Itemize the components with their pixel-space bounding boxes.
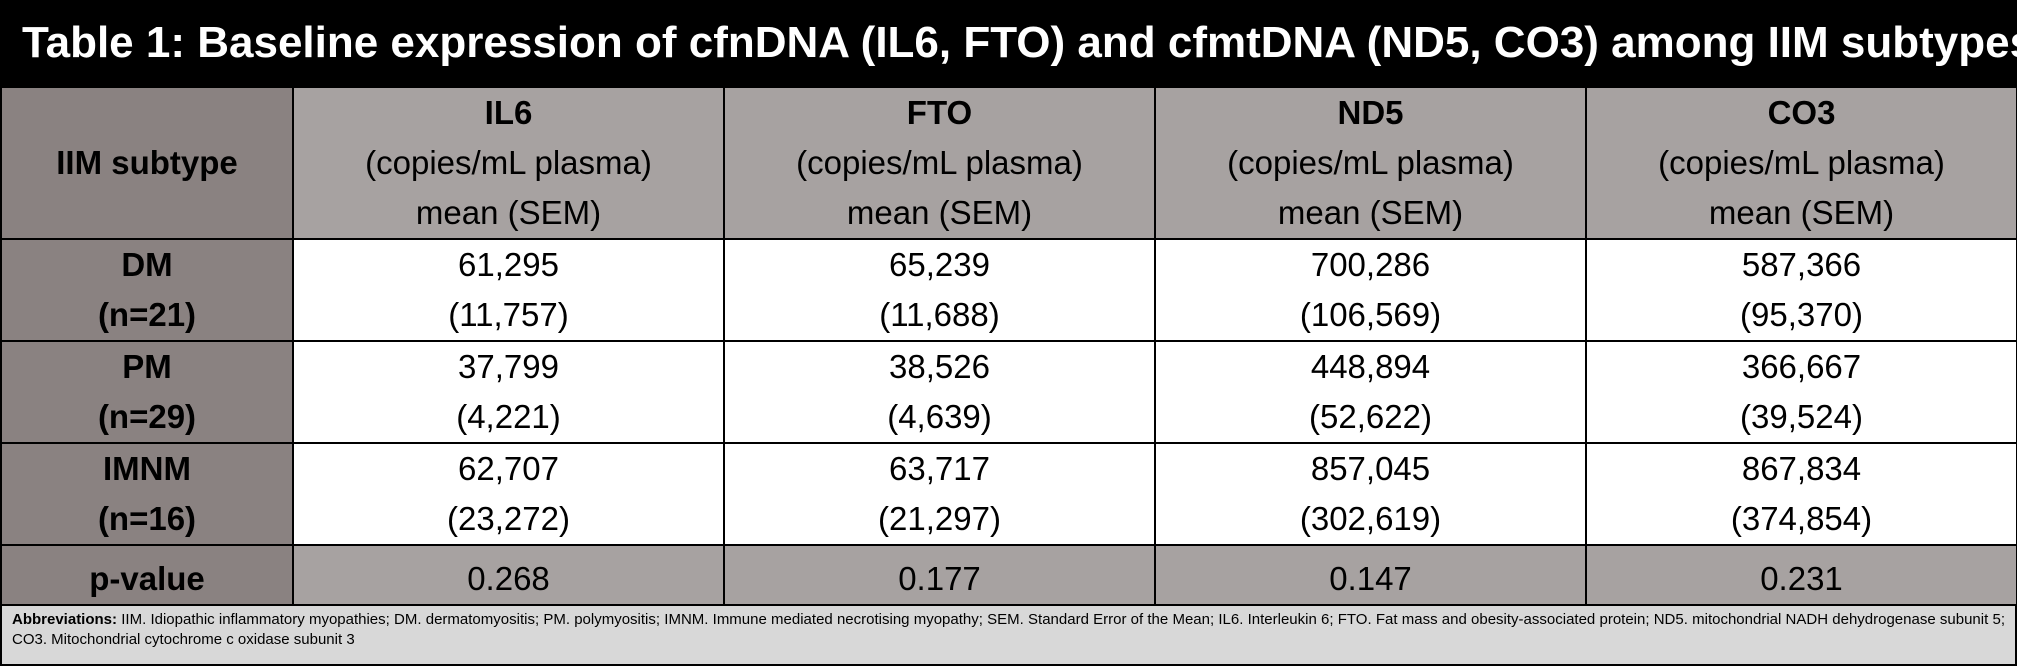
table-cell: 63,717 (21,297) xyxy=(723,442,1156,546)
table-cell: 37,799 (4,221) xyxy=(292,340,725,444)
cell-sem: (52,622) xyxy=(1309,398,1432,435)
header-unit-label: (copies/mL plasma) xyxy=(1658,144,1945,181)
cell-mean: 857,045 xyxy=(1310,450,1431,487)
header-cell-nd5: ND5 (copies/mL plasma) mean (SEM) xyxy=(1154,86,1587,240)
table-row: IMNM (n=16) 62,707 (23,272) 63,717 (21,297… xyxy=(0,442,2017,546)
header-stat-label: mean (SEM) xyxy=(415,194,602,231)
abbreviations-label: Abbreviations: xyxy=(12,611,118,628)
row-n: (n=21) xyxy=(97,296,197,333)
row-label: IMNM xyxy=(103,450,191,487)
table-cell: 587,366 (95,370) xyxy=(1585,238,2017,342)
table-cell: 867,834 (374,854) xyxy=(1585,442,2017,546)
table-cell: 65,239 (11,688) xyxy=(723,238,1156,342)
cell-mean: 867,834 xyxy=(1741,450,1862,487)
cell-mean: 700,286 xyxy=(1310,246,1431,283)
pvalue-row: p-value 0.268 0.177 0.147 0.231 xyxy=(0,544,2017,614)
header-gene-label: IL6 xyxy=(484,94,533,131)
table-cell: 448,894 (52,622) xyxy=(1154,340,1587,444)
cell-sem: (39,524) xyxy=(1740,398,1863,435)
header-corner-cell: IIM subtype xyxy=(0,86,294,240)
header-row: IIM subtype IL6 (copies/mL plasma) mean … xyxy=(0,86,2017,240)
header-gene-label: CO3 xyxy=(1767,94,1836,131)
cell-mean: 448,894 xyxy=(1310,348,1431,385)
table-cell: 366,667 (39,524) xyxy=(1585,340,2017,444)
row-n: (n=16) xyxy=(97,500,197,537)
row-label: PM xyxy=(122,348,172,385)
cell-sem: (106,569) xyxy=(1299,296,1442,333)
header-cell-co3: CO3 (copies/mL plasma) mean (SEM) xyxy=(1585,86,2017,240)
table-cell: 61,295 (11,757) xyxy=(292,238,725,342)
cell-sem: (21,297) xyxy=(878,500,1001,537)
header-unit-label: (copies/mL plasma) xyxy=(365,144,652,181)
cell-mean: 38,526 xyxy=(889,348,990,385)
cell-sem: (23,272) xyxy=(447,500,570,537)
cell-sem: (11,688) xyxy=(879,296,1000,333)
cell-sem: (4,639) xyxy=(887,398,992,435)
table-row: PM (n=29) 37,799 (4,221) 38,526 (4,639) 44… xyxy=(0,340,2017,444)
table-cell: 857,045 (302,619) xyxy=(1154,442,1587,546)
cell-sem: (4,221) xyxy=(456,398,561,435)
header-unit-label: (copies/mL plasma) xyxy=(1227,144,1514,181)
cell-mean: 366,667 xyxy=(1741,348,1862,385)
cell-sem: (374,854) xyxy=(1730,500,1873,537)
header-stat-label: mean (SEM) xyxy=(846,194,1033,231)
cell-sem: (302,619) xyxy=(1299,500,1442,537)
abbreviations-text: IIM. Idiopathic inflammatory myopathies;… xyxy=(12,611,2005,648)
row-n: (n=29) xyxy=(97,398,197,435)
cell-mean: 63,717 xyxy=(889,450,990,487)
cell-sem: (95,370) xyxy=(1740,296,1863,333)
cell-mean: 587,366 xyxy=(1741,246,1862,283)
header-cell-fto: FTO (copies/mL plasma) mean (SEM) xyxy=(723,86,1156,240)
cell-mean: 65,239 xyxy=(889,246,990,283)
header-stat-label: mean (SEM) xyxy=(1708,194,1895,231)
table-row: DM (n=21) 61,295 (11,757) 65,239 (11,688) … xyxy=(0,238,2017,342)
cell-sem: (11,757) xyxy=(448,296,569,333)
row-label: DM xyxy=(121,246,173,283)
cell-mean: 37,799 xyxy=(458,348,559,385)
table-cell: 700,286 (106,569) xyxy=(1154,238,1587,342)
row-header-pm: PM (n=29) xyxy=(0,340,294,444)
cell-mean: 61,295 xyxy=(458,246,559,283)
pvalue-cell: 0.147 xyxy=(1154,544,1587,614)
pvalue-cell: 0.231 xyxy=(1585,544,2017,614)
header-gene-label: FTO xyxy=(906,94,973,131)
cell-mean: 62,707 xyxy=(458,450,559,487)
table-cell: 38,526 (4,639) xyxy=(723,340,1156,444)
header-unit-label: (copies/mL plasma) xyxy=(796,144,1083,181)
row-header-imnm: IMNM (n=16) xyxy=(0,442,294,546)
pvalue-label: p-value xyxy=(0,544,294,614)
pvalue-cell: 0.177 xyxy=(723,544,1156,614)
table-title: Table 1: Baseline expression of cfnDNA (… xyxy=(0,0,2017,86)
table-cell: 62,707 (23,272) xyxy=(292,442,725,546)
abbreviations-footnote: Abbreviations: IIM. Idiopathic inflammat… xyxy=(0,604,2017,666)
pvalue-cell: 0.268 xyxy=(292,544,725,614)
header-gene-label: ND5 xyxy=(1337,94,1404,131)
header-cell-il6: IL6 (copies/mL plasma) mean (SEM) xyxy=(292,86,725,240)
header-stat-label: mean (SEM) xyxy=(1277,194,1464,231)
row-header-dm: DM (n=21) xyxy=(0,238,294,342)
data-table: IIM subtype IL6 (copies/mL plasma) mean … xyxy=(0,86,2017,614)
